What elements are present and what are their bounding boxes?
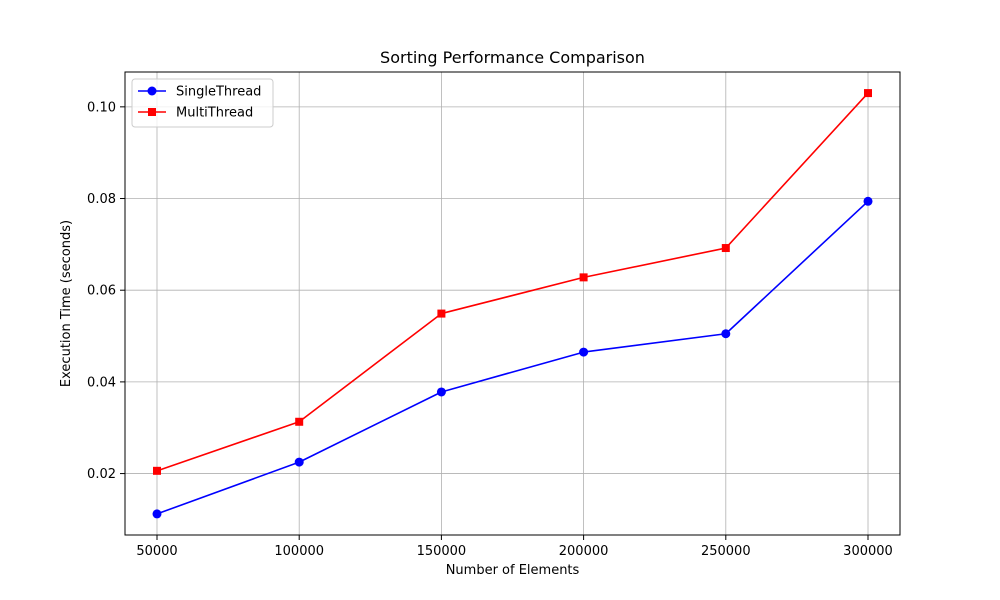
legend-marker-multithread [148, 108, 156, 116]
data-point-singlethread [863, 196, 873, 206]
x-tick-label: 300000 [843, 544, 893, 559]
data-point-singlethread [579, 347, 589, 357]
legend: SingleThread MultiThread [131, 78, 274, 128]
x-tick-label: 150000 [417, 544, 467, 559]
plot-frame [124, 71, 901, 536]
data-point-singlethread [436, 387, 446, 397]
y-tick-label: 0.06 [87, 284, 116, 299]
data-point-multithread [579, 273, 588, 282]
x-axis-label: Number of Elements [446, 563, 580, 578]
data-point-singlethread [721, 329, 731, 339]
series-line-multithread [156, 92, 869, 472]
data-point-multithread [721, 244, 730, 253]
data-point-multithread [864, 89, 873, 98]
data-point-multithread [295, 417, 304, 426]
y-tick-label: 0.04 [87, 375, 116, 390]
data-point-singlethread [294, 457, 304, 467]
series-line-singlethread [156, 200, 869, 515]
chart-title: Sorting Performance Comparison [380, 48, 645, 67]
x-tick-label: 250000 [701, 544, 751, 559]
x-tick-label: 100000 [274, 544, 324, 559]
y-axis-label: Execution Time (seconds) [59, 220, 74, 387]
data-point-multithread [152, 466, 161, 475]
y-tick-label: 0.08 [87, 192, 116, 207]
data-point-multithread [437, 309, 446, 318]
series-layer [152, 89, 873, 519]
legend-label-multithread: MultiThread [176, 106, 253, 121]
legend-box [131, 78, 274, 128]
x-tick-label: 50000 [136, 544, 177, 559]
legend-marker-singlethread [147, 86, 157, 96]
y-tick-label: 0.10 [87, 100, 116, 115]
y-tick-label: 0.02 [87, 467, 116, 482]
data-point-singlethread [152, 509, 162, 519]
ticks: 50000 100000 150000 200000 250000 300000 0.02 0… [87, 100, 893, 559]
legend-label-singlethread: SingleThread [176, 85, 261, 100]
x-tick-label: 200000 [559, 544, 609, 559]
